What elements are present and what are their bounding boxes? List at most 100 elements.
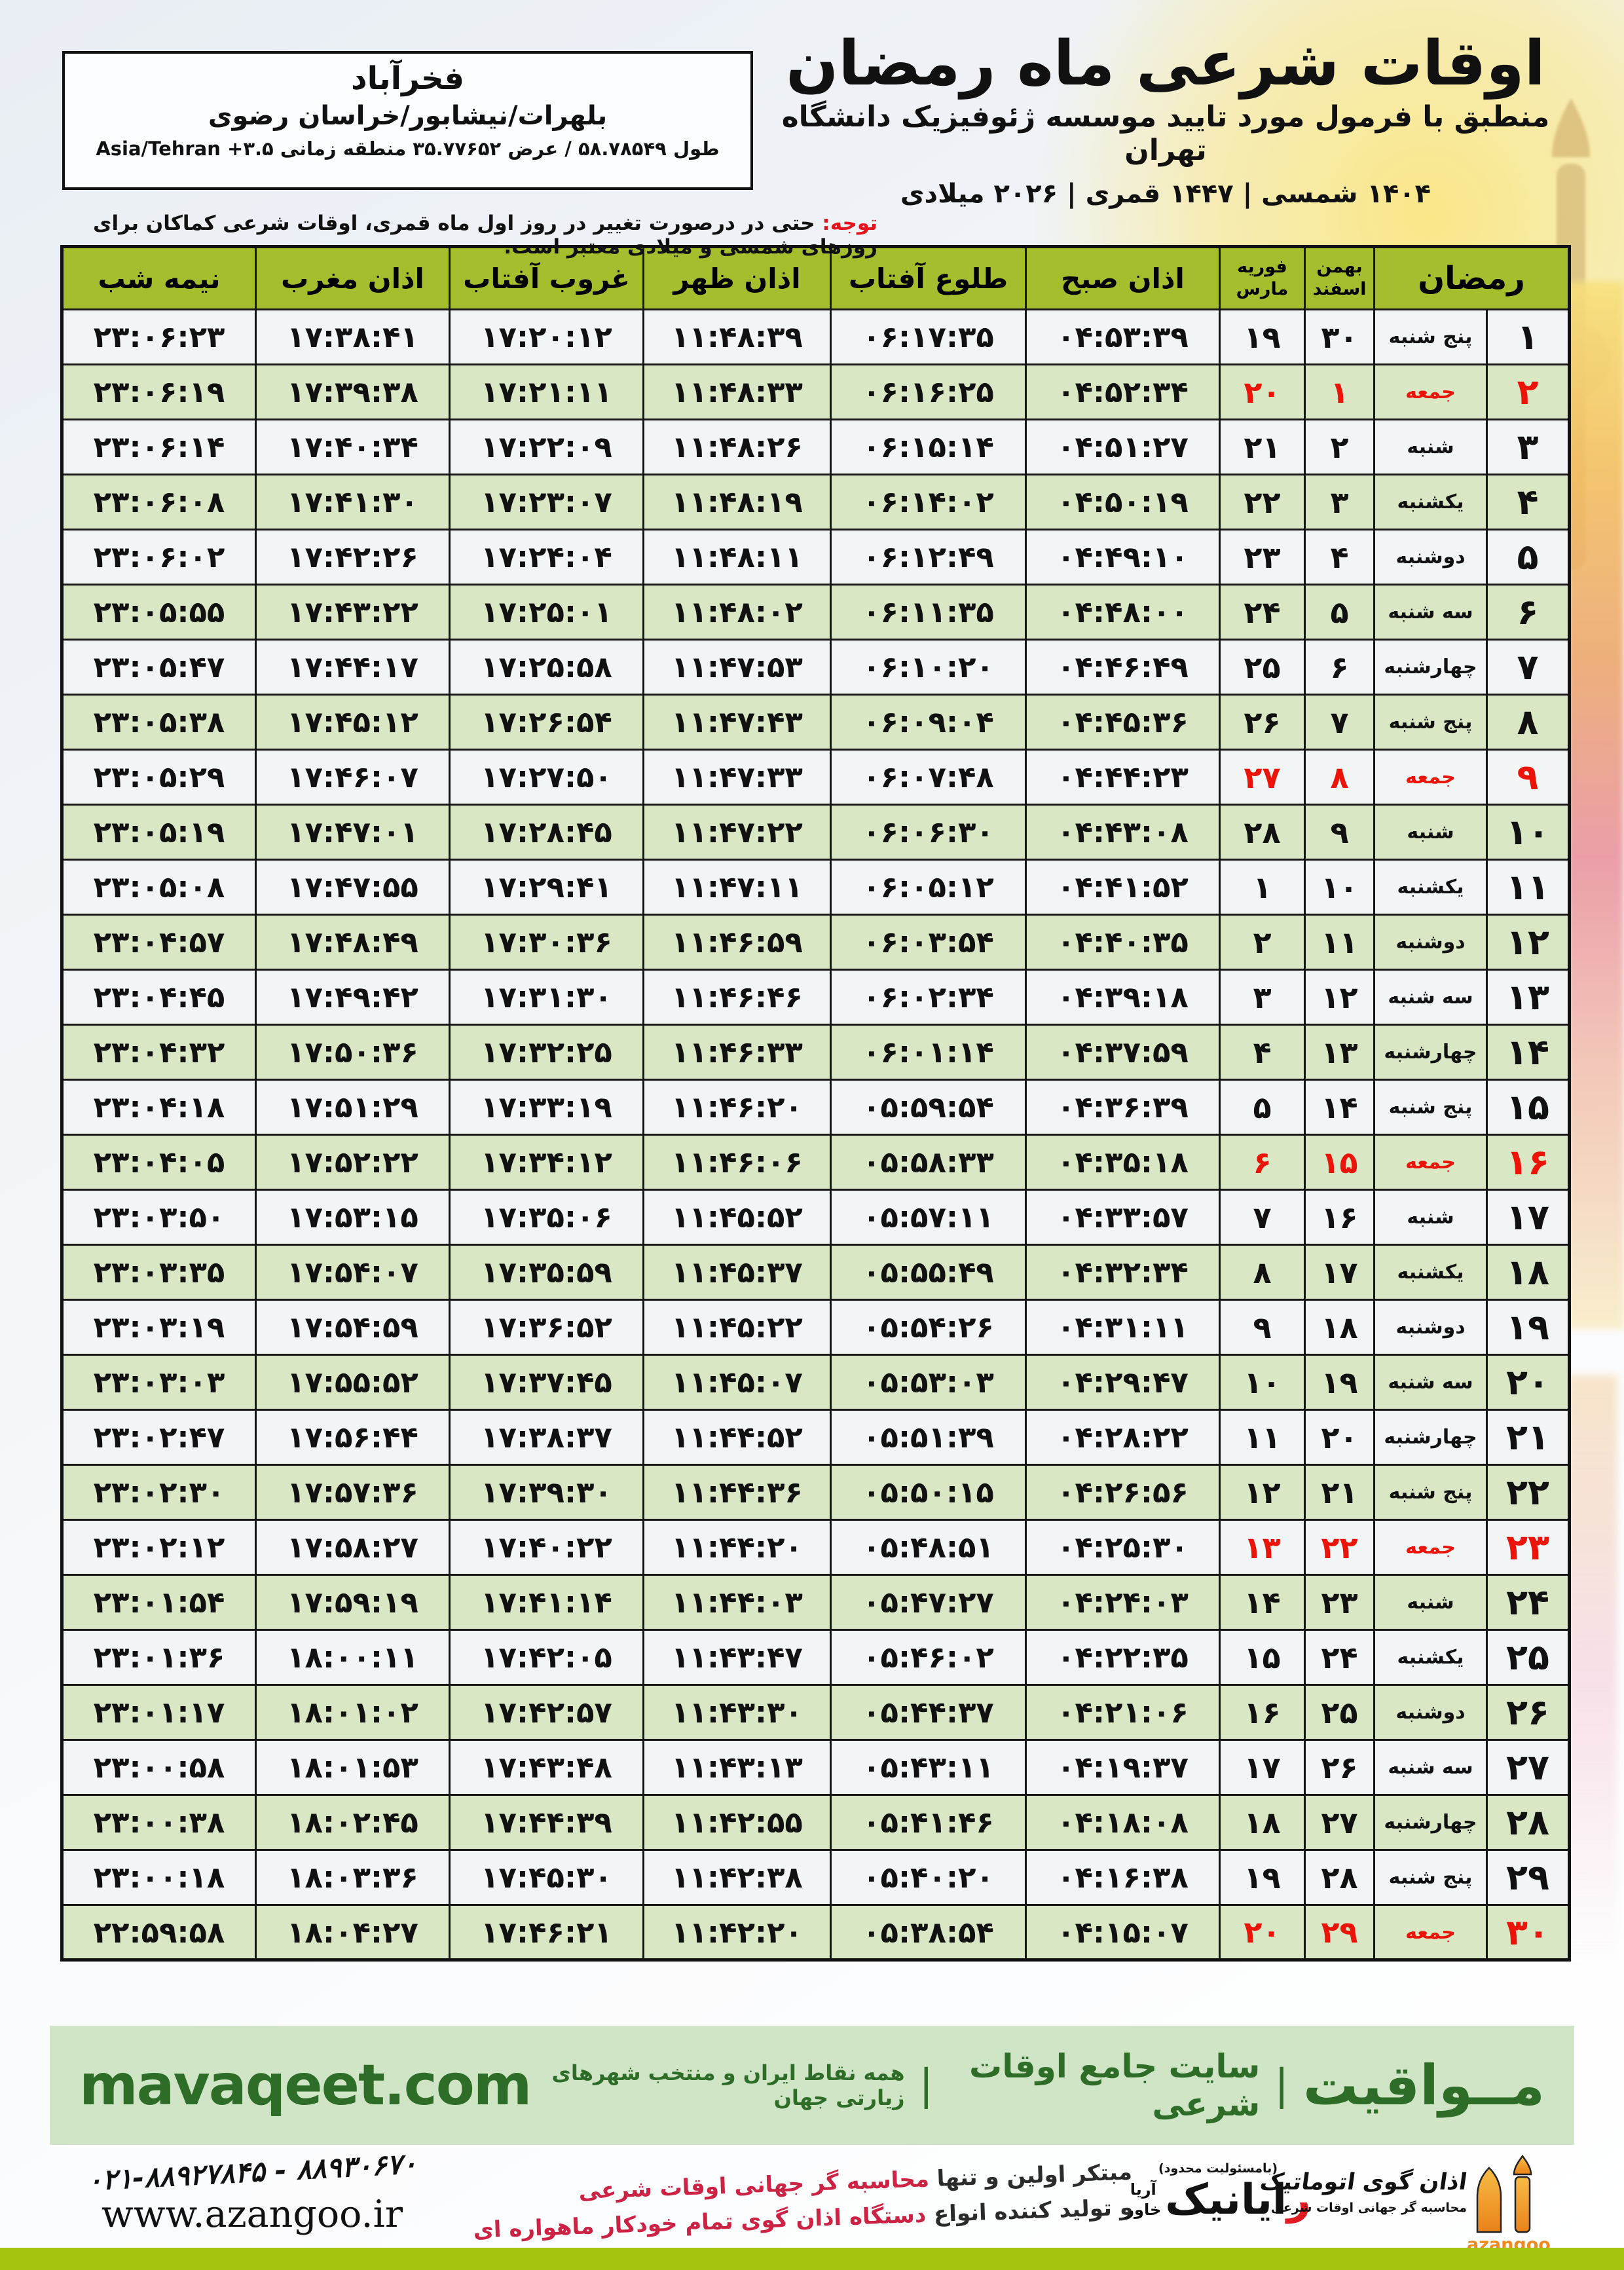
cell-midnight: ۲۳:۰۵:۴۷	[61, 639, 257, 696]
cell-miladi-date: ۲۰	[1219, 363, 1306, 420]
bottom-green-bar	[0, 2248, 1624, 2270]
cell-azan-maghreb: ۱۷:۴۰:۳۴	[255, 419, 451, 475]
promo-text: مبتکر اولین و تنها محاسبه گر جهانی اوقات…	[473, 2154, 1134, 2244]
cell-sunrise: ۰۶:۱۵:۱۴	[830, 419, 1027, 475]
cell-midnight: ۲۳:۰۲:۳۰	[61, 1464, 257, 1521]
table-row: ۳ شنبه ۲ ۲۱ ۰۴:۵۱:۲۷ ۰۶:۱۵:۱۴ ۱۱:۴۸:۲۶ ۱…	[61, 419, 1571, 475]
cell-ramadan-day: ۲۳	[1486, 1519, 1571, 1576]
cell-azan-zohr: ۱۱:۴۵:۲۲	[642, 1299, 832, 1356]
cell-ramadan-day: ۱۷	[1486, 1189, 1571, 1246]
cell-sunrise: ۰۶:۱۲:۴۹	[830, 529, 1027, 586]
notice-label: توجه:	[822, 212, 877, 235]
rayanik-side-words: آریا خاور	[1125, 2180, 1161, 2220]
table-row: ۹ جمعه ۸ ۲۷ ۰۴:۴۴:۲۳ ۰۶:۰۷:۴۸ ۱۱:۴۷:۳۳ ۱…	[61, 749, 1571, 806]
cell-sunrise: ۰۵:۴۷:۲۷	[830, 1574, 1027, 1631]
cell-azan-maghreb: ۱۷:۴۶:۰۷	[255, 749, 451, 806]
cell-shamsi-date: ۲۳	[1304, 1574, 1375, 1631]
dome-minaret-icon	[1476, 2154, 1532, 2233]
cell-shamsi-date: ۱۵	[1304, 1134, 1375, 1191]
cell-weekday: پنج شنبه	[1373, 1849, 1488, 1906]
cell-midnight: ۲۳:۰۴:۴۵	[61, 969, 257, 1026]
cell-midnight: ۲۳:۰۵:۲۹	[61, 749, 257, 806]
cell-sunset: ۱۷:۲۰:۱۲	[449, 308, 644, 365]
rayanik-aria: آریا	[1130, 2180, 1156, 2199]
cell-sunrise: ۰۶:۱۶:۲۵	[830, 363, 1027, 420]
cell-sunset: ۱۷:۲۳:۰۷	[449, 474, 644, 530]
cell-weekday: شنبه	[1373, 804, 1488, 861]
rayanik-rest: ایانیک	[1165, 2176, 1287, 2224]
cell-azan-sobh: ۰۴:۲۵:۳۰	[1025, 1519, 1221, 1576]
cell-azan-maghreb: ۱۸:۰۱:۵۳	[255, 1739, 451, 1796]
cell-midnight: ۲۳:۰۰:۳۸	[61, 1794, 257, 1851]
cell-azan-maghreb: ۱۷:۴۱:۳۰	[255, 474, 451, 530]
cell-shamsi-date: ۱۹	[1304, 1354, 1375, 1411]
cell-ramadan-day: ۱۸	[1486, 1244, 1571, 1301]
cell-midnight: ۲۳:۰۴:۳۲	[61, 1024, 257, 1081]
cell-midnight: ۲۳:۰۳:۰۳	[61, 1354, 257, 1411]
cell-ramadan-day: ۲۵	[1486, 1629, 1571, 1686]
cell-azan-maghreb: ۱۷:۴۲:۲۶	[255, 529, 451, 586]
table-row: ۲۵ یکشنبه ۲۴ ۱۵ ۰۴:۲۲:۳۵ ۰۵:۴۶:۰۲ ۱۱:۴۳:…	[61, 1629, 1571, 1686]
cell-midnight: ۲۳:۰۵:۱۹	[61, 804, 257, 861]
cell-sunrise: ۰۶:۱۰:۲۰	[830, 639, 1027, 696]
cell-azan-sobh: ۰۴:۴۵:۳۶	[1025, 694, 1221, 751]
cell-azan-zohr: ۱۱:۴۸:۱۹	[642, 474, 832, 530]
cell-ramadan-day: ۱۴	[1486, 1024, 1571, 1081]
cell-weekday: یکشنبه	[1373, 1629, 1488, 1686]
cell-azan-sobh: ۰۴:۳۶:۳۹	[1025, 1079, 1221, 1136]
cell-sunset: ۱۷:۳۵:۵۹	[449, 1244, 644, 1301]
cell-azan-sobh: ۰۴:۵۰:۱۹	[1025, 474, 1221, 530]
cell-ramadan-day: ۲۸	[1486, 1794, 1571, 1851]
mavaqeet-banner: مــواقیت | سایت جامع اوقات شرعی | همه نق…	[50, 2026, 1574, 2145]
cell-weekday: دوشنبه	[1373, 1299, 1488, 1356]
cell-midnight: ۲۳:۰۰:۱۸	[61, 1849, 257, 1906]
cell-sunrise: ۰۵:۵۵:۴۹	[830, 1244, 1027, 1301]
cell-azan-sobh: ۰۴:۴۰:۳۵	[1025, 914, 1221, 971]
cell-sunset: ۱۷:۳۰:۳۶	[449, 914, 644, 971]
cell-sunrise: ۰۵:۵۳:۰۳	[830, 1354, 1027, 1411]
table-row: ۱۴ چهارشنبه ۱۳ ۴ ۰۴:۳۷:۵۹ ۰۶:۰۱:۱۴ ۱۱:۴۶…	[61, 1024, 1571, 1081]
table-row: ۳۰ جمعه ۲۹ ۲۰ ۰۴:۱۵:۰۷ ۰۵:۳۸:۵۴ ۱۱:۴۲:۲۰…	[61, 1904, 1571, 1961]
cell-azan-zohr: ۱۱:۴۲:۳۸	[642, 1849, 832, 1906]
cell-azan-maghreb: ۱۷:۳۸:۴۱	[255, 308, 451, 365]
cell-midnight: ۲۳:۰۳:۳۵	[61, 1244, 257, 1301]
cell-azan-maghreb: ۱۷:۵۲:۲۲	[255, 1134, 451, 1191]
cell-sunrise: ۰۵:۵۷:۱۱	[830, 1189, 1027, 1246]
cell-sunset: ۱۷:۳۳:۱۹	[449, 1079, 644, 1136]
cell-azan-sobh: ۰۴:۴۴:۲۳	[1025, 749, 1221, 806]
table-row: ۲۹ پنج شنبه ۲۸ ۱۹ ۰۴:۱۶:۳۸ ۰۵:۴۰:۲۰ ۱۱:۴…	[61, 1849, 1571, 1906]
cell-azan-maghreb: ۱۷:۵۹:۱۹	[255, 1574, 451, 1631]
cell-azan-zohr: ۱۱:۴۶:۳۳	[642, 1024, 832, 1081]
cell-azan-sobh: ۰۴:۳۲:۳۴	[1025, 1244, 1221, 1301]
col-header-azan-sobh: اذان صبح	[1025, 246, 1221, 310]
cell-shamsi-date: ۲۸	[1304, 1849, 1375, 1906]
cell-midnight: ۲۳:۰۴:۱۸	[61, 1079, 257, 1136]
cell-shamsi-date: ۱	[1304, 363, 1375, 420]
promo-line-2-black: و تولید کننده انواع	[925, 2194, 1134, 2228]
cell-shamsi-date: ۱۶	[1304, 1189, 1375, 1246]
cell-miladi-date: ۱	[1219, 859, 1306, 916]
page-subtitle: منطبق با فرمول مورد تایید موسسه ژئوفیزیک…	[781, 100, 1550, 168]
cell-midnight: ۲۳:۰۱:۳۶	[61, 1629, 257, 1686]
cell-shamsi-date: ۳	[1304, 474, 1375, 530]
cell-miladi-date: ۱۹	[1219, 1849, 1306, 1906]
cell-miladi-date: ۲	[1219, 914, 1306, 971]
cell-azan-zohr: ۱۱:۴۷:۲۲	[642, 804, 832, 861]
page-title: اوقات شرعی ماه رمضان	[786, 28, 1545, 100]
table-row: ۱۷ شنبه ۱۶ ۷ ۰۴:۳۳:۵۷ ۰۵:۵۷:۱۱ ۱۱:۴۵:۵۲ …	[61, 1189, 1571, 1246]
cell-sunrise: ۰۵:۴۴:۳۷	[830, 1684, 1027, 1741]
cell-miladi-date: ۲۶	[1219, 694, 1306, 751]
cell-shamsi-date: ۱۴	[1304, 1079, 1375, 1136]
cell-miladi-date: ۲۵	[1219, 639, 1306, 696]
cell-azan-sobh: ۰۴:۴۸:۰۰	[1025, 584, 1221, 641]
cell-azan-maghreb: ۱۷:۵۶:۴۴	[255, 1409, 451, 1466]
cell-shamsi-date: ۹	[1304, 804, 1375, 861]
azangoo-icon-wrap: azangoo	[1467, 2154, 1551, 2255]
cell-sunset: ۱۷:۳۱:۳۰	[449, 969, 644, 1026]
cell-weekday: دوشنبه	[1373, 914, 1488, 971]
cell-azan-zohr: ۱۱:۴۵:۰۷	[642, 1354, 832, 1411]
table-row: ۶ سه شنبه ۵ ۲۴ ۰۴:۴۸:۰۰ ۰۶:۱۱:۳۵ ۱۱:۴۸:۰…	[61, 584, 1571, 641]
table-row: ۲۶ دوشنبه ۲۵ ۱۶ ۰۴:۲۱:۰۶ ۰۵:۴۴:۳۷ ۱۱:۴۳:…	[61, 1684, 1571, 1741]
cell-weekday: یکشنبه	[1373, 474, 1488, 530]
cell-azan-maghreb: ۱۸:۰۰:۱۱	[255, 1629, 451, 1686]
